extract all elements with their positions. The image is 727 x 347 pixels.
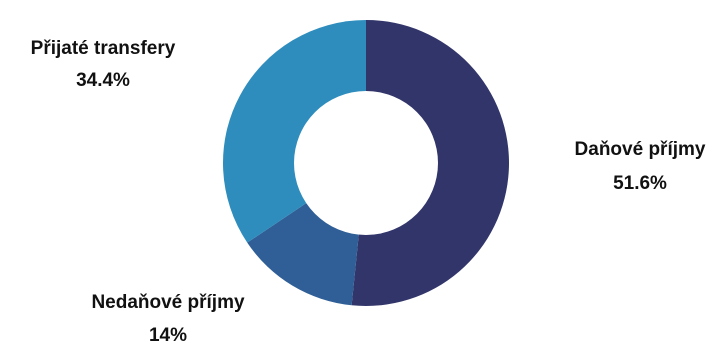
slice-label-nedanove-prijmy: Nedaňové příjmy [91, 292, 245, 313]
slice-value-danove-prijmy: 51.6% [613, 173, 667, 194]
slice-value-nedanove-prijmy: 14% [149, 325, 187, 346]
slice-label-danove-prijmy: Daňové příjmy [575, 139, 706, 160]
donut-hole [294, 91, 438, 235]
slice-value-prijate-transfery: 34.4% [76, 70, 130, 91]
slice-label-prijate-transfery: Přijaté transfery [31, 38, 176, 59]
slice-přijaté-transfery [223, 20, 366, 243]
